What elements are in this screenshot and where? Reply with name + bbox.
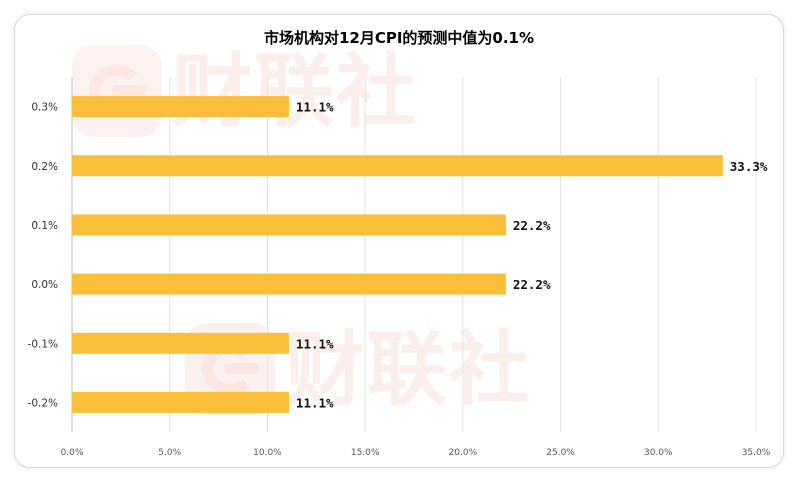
- data-label: 22.2%: [513, 218, 551, 233]
- bar: [72, 214, 506, 236]
- category-label: -0.1%: [28, 338, 58, 350]
- x-tick-label: 20.0%: [449, 448, 478, 458]
- bar: [72, 273, 506, 295]
- gridlines: [71, 77, 757, 432]
- x-tick-label: 15.0%: [351, 448, 380, 458]
- data-label: 11.1%: [296, 336, 334, 351]
- data-label: 11.1%: [296, 395, 334, 410]
- bar-chart: 11.1%33.3%22.2%22.2%11.1%11.1% 0.3%0.2%0…: [28, 77, 771, 458]
- category-label: 0.0%: [31, 279, 58, 291]
- data-labels: 11.1% 33.3% 22.2% 22.2% 11.1% 11.1%: [296, 100, 768, 411]
- x-tick-label: 25.0%: [546, 448, 575, 458]
- category-label: 0.1%: [31, 220, 58, 232]
- x-tick-labels: 0.0% 5.0% 10.0% 15.0% 20.0% 25.0% 30.0% 35.0%: [61, 448, 771, 458]
- bars: [72, 96, 723, 413]
- bar: [72, 332, 289, 354]
- chart-card: 财联社 财联社 11.1% 33.3% 22.2% 22.2% 11.1% 11.1% 0…: [14, 14, 784, 468]
- data-label: 11.1%: [296, 100, 334, 115]
- category-label: 0.3%: [31, 102, 58, 114]
- category-labels: 0.3% 0.2% 0.1% 0.0% -0.1% -0.2%: [28, 102, 58, 410]
- x-tick-label: 5.0%: [158, 448, 181, 458]
- x-tick-label: 30.0%: [644, 448, 673, 458]
- category-label: 0.2%: [31, 161, 58, 173]
- x-tick-label: 35.0%: [742, 448, 771, 458]
- bar: [72, 155, 723, 177]
- x-tick-label: 0.0%: [61, 448, 84, 458]
- x-tick-label: 10.0%: [253, 448, 282, 458]
- bar: [72, 96, 289, 118]
- data-label: 22.2%: [513, 277, 551, 292]
- chart-title: 市场机构对12月CPI的预测中值为0.1%: [263, 29, 535, 47]
- data-label: 33.3%: [730, 159, 768, 174]
- bar: [72, 391, 289, 413]
- category-label: -0.2%: [28, 397, 58, 409]
